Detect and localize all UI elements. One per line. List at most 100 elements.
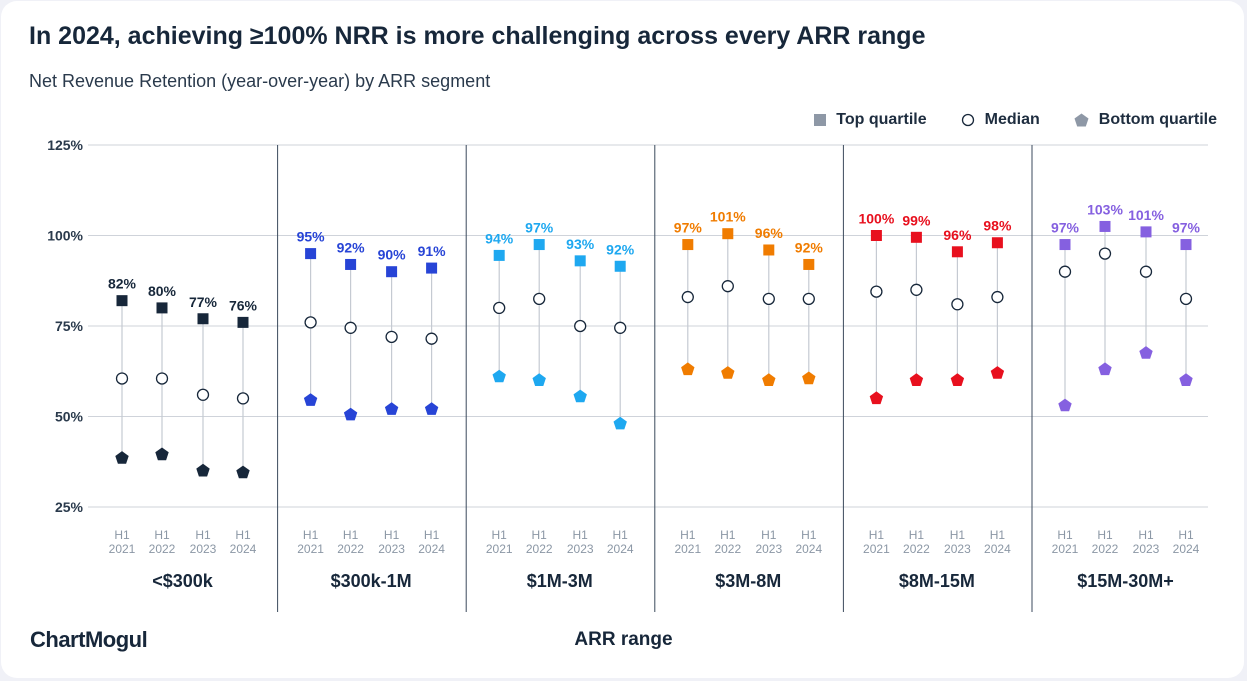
bottom-quartile-point — [1058, 398, 1072, 412]
top-quartile-point — [116, 295, 128, 307]
circle-marker-icon — [961, 113, 974, 127]
median-point — [385, 330, 398, 344]
top-quartile-label: 97% — [1051, 220, 1080, 236]
bottom-quartile-point — [532, 373, 546, 386]
top-quartile-point — [870, 230, 882, 241]
bottom-quartile-point — [909, 373, 924, 386]
top-quartile-point — [305, 248, 317, 260]
median-point — [870, 285, 883, 298]
top-quartile-label: 92% — [337, 239, 366, 255]
median-point — [1179, 292, 1193, 306]
segment-label: $300k-1M — [331, 571, 412, 591]
period-label-half: H1 — [384, 528, 400, 542]
period-label-half: H1 — [532, 528, 548, 542]
period-label-year: 2024 — [984, 542, 1011, 556]
period-label-year: 2021 — [863, 542, 890, 556]
period-label-half: H1 — [235, 528, 251, 542]
top-quartile-point — [722, 228, 734, 240]
legend-item-bottom-quartile: Bottom quartile — [1074, 111, 1217, 129]
median-point — [115, 372, 129, 385]
bottom-quartile-point — [343, 407, 358, 421]
top-quartile-point — [426, 262, 438, 274]
bottom-quartile-point — [155, 447, 169, 461]
median-point — [425, 332, 438, 345]
period-label-year: 2023 — [378, 542, 405, 556]
period-label-year: 2024 — [1173, 542, 1200, 556]
bottom-quartile-point — [990, 366, 1005, 379]
bottom-quartile-point — [424, 402, 439, 415]
period-label-half: H1 — [869, 528, 885, 542]
period-label-year: 2021 — [486, 542, 513, 556]
bottom-quartile-point — [681, 362, 695, 376]
top-quartile-label: 100% — [858, 211, 894, 227]
top-quartile-label: 82% — [108, 276, 137, 292]
top-quartile-point — [803, 258, 815, 270]
y-tick-label: 75% — [55, 318, 84, 334]
median-point — [951, 298, 964, 311]
period-label-year: 2024 — [418, 542, 445, 556]
top-quartile-point — [1180, 239, 1192, 251]
period-label-year: 2022 — [526, 542, 553, 556]
top-quartile-label: 80% — [148, 283, 177, 299]
period-label-half: H1 — [1178, 528, 1194, 542]
top-quartile-label: 92% — [606, 241, 635, 257]
top-quartile-label: 97% — [525, 220, 554, 236]
median-point — [1058, 265, 1072, 278]
chartmogul-logo: ChartMogul — [30, 627, 148, 652]
period-label-half: H1 — [492, 528, 508, 542]
segment-label: $8M-15M — [899, 571, 975, 591]
period-label-half: H1 — [990, 528, 1006, 542]
legend-item-median: Median — [961, 111, 1040, 129]
median-point — [762, 292, 775, 306]
legend-label-top-quartile: Top quartile — [836, 111, 927, 128]
median-point — [344, 321, 357, 334]
top-quartile-label: 76% — [229, 297, 258, 313]
median-point — [155, 372, 169, 385]
median-point — [574, 319, 587, 333]
top-quartile-point — [682, 239, 694, 251]
period-label-year: 2023 — [190, 542, 217, 556]
period-label-year: 2023 — [1133, 542, 1160, 556]
period-label-half: H1 — [114, 528, 130, 542]
bottom-quartile-point — [236, 465, 250, 479]
top-quartile-label: 90% — [378, 247, 407, 263]
top-quartile-label: 94% — [485, 230, 514, 246]
bottom-quartile-point — [115, 451, 129, 464]
period-label-year: 2023 — [944, 542, 971, 556]
top-quartile-label: 95% — [297, 229, 326, 245]
bottom-quartile-point — [869, 391, 884, 405]
period-label-year: 2022 — [903, 542, 930, 556]
median-point — [614, 321, 627, 334]
period-label-half: H1 — [761, 528, 777, 542]
bottom-quartile-point — [573, 389, 587, 403]
median-point — [681, 290, 694, 304]
bottom-quartile-point — [492, 369, 506, 383]
top-quartile-point — [910, 231, 922, 243]
bottom-quartile-point — [303, 393, 318, 406]
period-label-half: H1 — [1138, 528, 1154, 542]
period-label-half: H1 — [680, 528, 696, 542]
period-label-half: H1 — [303, 528, 319, 542]
bottom-quartile-point — [1179, 373, 1193, 386]
median-point — [236, 392, 250, 405]
top-quartile-point — [493, 249, 505, 261]
top-quartile-label: 97% — [1172, 220, 1201, 236]
period-label-year: 2022 — [149, 542, 176, 556]
bottom-quartile-point — [384, 402, 399, 415]
median-point — [1098, 247, 1112, 260]
period-label-year: 2022 — [714, 542, 741, 556]
period-label-year: 2021 — [109, 542, 136, 556]
top-quartile-point — [533, 239, 545, 251]
segment-label: $3M-8M — [715, 571, 781, 591]
period-label-year: 2021 — [297, 542, 324, 556]
top-quartile-point — [156, 302, 168, 314]
top-quartile-point — [951, 246, 963, 258]
top-quartile-label: 92% — [795, 239, 824, 255]
period-label-half: H1 — [909, 528, 925, 542]
median-point — [1139, 265, 1153, 278]
median-point — [493, 301, 506, 315]
bottom-quartile-point — [1098, 362, 1112, 376]
period-label-half: H1 — [720, 528, 736, 542]
top-quartile-point — [1099, 220, 1111, 232]
